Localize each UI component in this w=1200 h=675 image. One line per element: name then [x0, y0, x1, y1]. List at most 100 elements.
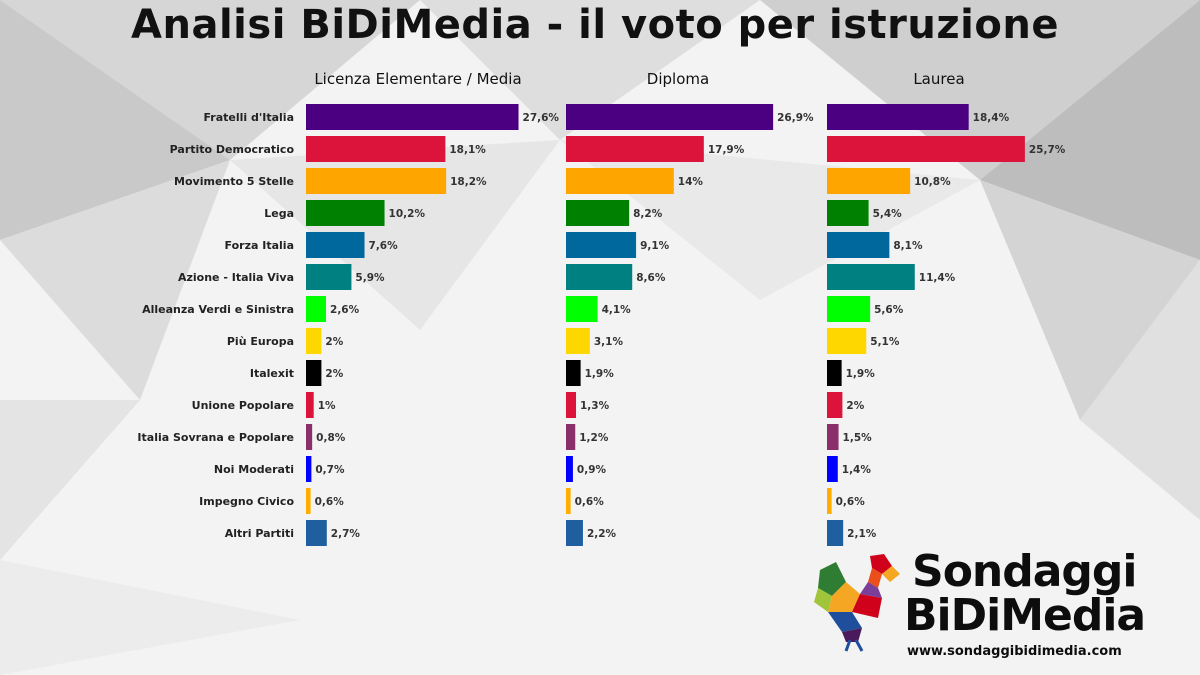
panel-header: Laurea: [913, 70, 964, 88]
bar: [566, 424, 576, 450]
bar: [566, 520, 583, 546]
bar: [566, 488, 571, 514]
category-label: Partito Democratico: [170, 143, 295, 156]
category-label: Più Europa: [227, 335, 294, 348]
logo: Sondaggi BiDiMedia www.sondaggibidimedia…: [812, 546, 1192, 667]
category-label: Noi Moderati: [214, 463, 294, 476]
bar: [566, 264, 633, 290]
bar: [827, 136, 1025, 162]
data-label: 0,6%: [836, 496, 866, 508]
bar: [306, 520, 327, 546]
bar: [827, 104, 969, 130]
bar: [306, 136, 446, 162]
bar: [566, 328, 590, 354]
category-label: Azione - Italia Viva: [178, 271, 294, 284]
bar: [827, 264, 915, 290]
category-label: Lega: [264, 207, 294, 220]
data-label: 8,2%: [633, 208, 663, 220]
data-label: 1%: [318, 400, 336, 412]
data-label: 0,9%: [577, 464, 607, 476]
data-label: 1,9%: [846, 368, 876, 380]
bar: [566, 104, 774, 130]
bar: [827, 232, 890, 258]
data-label: 1,9%: [585, 368, 615, 380]
data-label: 11,4%: [919, 272, 956, 284]
data-label: 0,6%: [315, 496, 345, 508]
data-label: 10,2%: [389, 208, 426, 220]
data-label: 5,1%: [870, 336, 900, 348]
bar: [306, 488, 311, 514]
category-label: Altri Partiti: [225, 527, 294, 540]
data-label: 9,1%: [640, 240, 670, 252]
data-label: 10,8%: [914, 176, 951, 188]
data-label: 18,1%: [449, 144, 486, 156]
bar: [827, 360, 842, 386]
page-title: Analisi BiDiMedia - il voto per istruzio…: [131, 2, 1059, 48]
data-label: 4,1%: [602, 304, 632, 316]
panel-header: Licenza Elementare / Media: [314, 70, 521, 88]
bar: [306, 296, 327, 322]
bar: [306, 200, 385, 226]
bar: [306, 424, 313, 450]
bar: [827, 424, 839, 450]
data-label: 5,6%: [874, 304, 904, 316]
bar: [566, 296, 598, 322]
bar: [566, 168, 674, 194]
bar: [306, 232, 365, 258]
data-label: 26,9%: [777, 112, 814, 124]
data-label: 2%: [846, 400, 864, 412]
data-label: 3,1%: [594, 336, 624, 348]
data-label: 7,6%: [369, 240, 399, 252]
data-label: 2%: [325, 368, 343, 380]
panel-header: Diploma: [647, 70, 709, 88]
category-label: Italexit: [250, 367, 294, 380]
data-label: 1,3%: [580, 400, 610, 412]
rooster-logo-icon: [814, 554, 900, 652]
bar: [827, 168, 911, 194]
bar: [827, 392, 843, 418]
bar: [827, 296, 871, 322]
data-label: 1,5%: [843, 432, 873, 444]
data-label: 8,6%: [636, 272, 666, 284]
logo-text-sondaggi: Sondaggi: [912, 546, 1138, 597]
data-label: 5,9%: [355, 272, 385, 284]
data-label: 5,4%: [873, 208, 903, 220]
bar: [566, 200, 630, 226]
bar: [827, 456, 838, 482]
data-label: 27,6%: [523, 112, 560, 124]
category-label: Fratelli d'Italia: [204, 111, 295, 124]
data-label: 18,4%: [973, 112, 1010, 124]
category-label: Forza Italia: [225, 239, 294, 252]
bar: [306, 360, 322, 386]
data-label: 25,7%: [1029, 144, 1066, 156]
data-label: 0,8%: [316, 432, 346, 444]
category-label: Alleanza Verdi e Sinistra: [142, 303, 294, 316]
data-label: 2,1%: [847, 528, 877, 540]
data-label: 2%: [325, 336, 343, 348]
logo-text-bidimedia: BiDiMedia: [904, 590, 1146, 641]
bar: [566, 456, 573, 482]
data-label: 0,7%: [315, 464, 345, 476]
data-label: 0,6%: [575, 496, 605, 508]
logo-url: www.sondaggibidimedia.com: [907, 644, 1122, 659]
data-label: 2,7%: [331, 528, 361, 540]
data-label: 17,9%: [708, 144, 745, 156]
data-label: 14%: [678, 176, 704, 188]
category-label: Unione Popolare: [192, 399, 294, 412]
bar: [566, 136, 704, 162]
bar: [566, 360, 581, 386]
bar: [306, 328, 322, 354]
bar: [306, 104, 519, 130]
bar: [827, 328, 867, 354]
bar: [566, 232, 637, 258]
data-label: 1,4%: [842, 464, 872, 476]
data-label: 18,2%: [450, 176, 487, 188]
data-label: 1,2%: [579, 432, 609, 444]
category-label: Impegno Civico: [199, 495, 294, 508]
bar: [306, 392, 314, 418]
category-label: Italia Sovrana e Popolare: [137, 431, 294, 444]
bar: [566, 392, 577, 418]
data-label: 2,2%: [587, 528, 617, 540]
data-label: 2,6%: [330, 304, 360, 316]
